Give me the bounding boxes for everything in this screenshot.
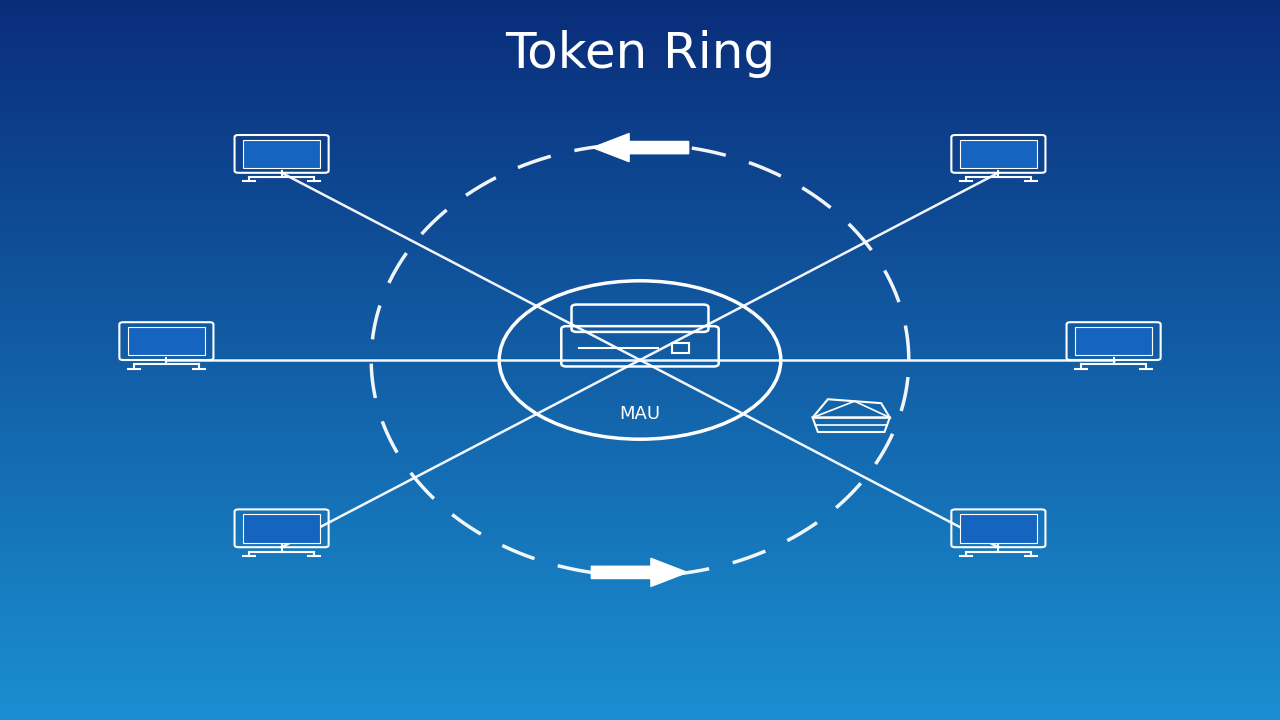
Text: Token Ring: Token Ring [504,30,776,78]
FancyBboxPatch shape [960,514,1037,543]
FancyBboxPatch shape [243,140,320,168]
FancyBboxPatch shape [243,514,320,543]
FancyArrow shape [593,133,689,162]
FancyBboxPatch shape [960,140,1037,168]
FancyArrow shape [591,558,687,587]
FancyBboxPatch shape [1075,327,1152,356]
FancyBboxPatch shape [128,327,205,356]
Text: MAU: MAU [620,405,660,423]
